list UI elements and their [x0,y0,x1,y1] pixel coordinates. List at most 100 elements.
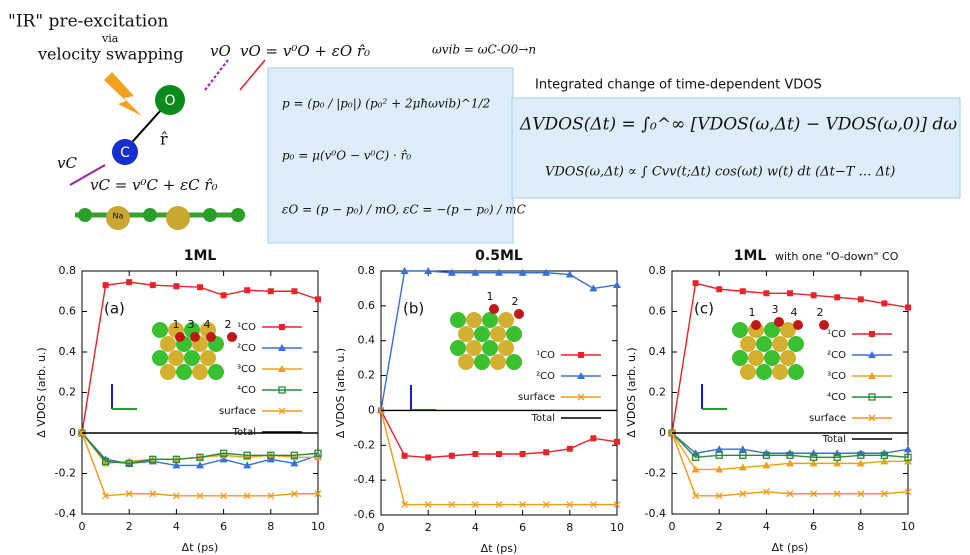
omega-equation: ωvib = ωC-O0→n [432,43,536,57]
x-tick-label: 4 [173,520,180,533]
marker [578,352,584,358]
marker [543,449,549,455]
y-tick-label: -0.2 [354,438,375,451]
inset-label: 2 [817,306,824,319]
legend-label: ²CO [827,350,846,361]
x-tick-label: 6 [220,520,227,533]
x-axis-label: Δt (ps) [772,541,809,554]
inset-atom [482,312,498,328]
vo-equation: vO = v⁰O + εO r̂₀ [240,42,370,60]
marker [173,283,179,289]
inset-atom [200,350,216,366]
vdos-equation: VDOS(ω,Δt) ∝ ∫ Cvv(t;Δt) cos(ωt) w(t) dt… [545,165,895,180]
marker [150,282,156,288]
inset-co [774,317,784,327]
panel-label: (b) [403,300,424,318]
equation: εO = (p − p₀) / mO, εC = −(p − p₀) / mC [282,203,526,217]
inset-label: 1 [173,318,180,331]
inset-atom [490,326,506,342]
o-label: O [164,93,175,109]
y-tick-label: 0 [69,426,76,439]
inset-atom [756,336,772,352]
marker [787,290,793,296]
legend-label: surface [219,406,256,417]
inset-atom [490,354,506,370]
x-tick-label: 6 [519,521,526,534]
lightning [104,72,142,116]
marker [126,279,132,285]
surface-atoms [75,206,245,230]
marker [811,292,817,298]
vo-arrow-2 [240,60,265,90]
legend-label: ³CO [827,371,846,382]
legend-label: surface [518,392,555,403]
vo-label: vO [210,42,231,60]
chart-title: 1ML [184,248,217,264]
x-tick-label: 4 [472,521,479,534]
marker [869,331,875,337]
x-tick-label: 2 [716,520,723,533]
inset-atom [458,326,474,342]
inset-atom [732,322,748,338]
inset-label: 1 [749,306,756,319]
inset-atom [756,364,772,380]
y-tick-label: 0.2 [358,369,376,382]
c-label: C [120,145,130,161]
inset-co [793,320,803,330]
inset-atom [458,354,474,370]
inset-co [227,332,237,342]
marker [614,439,620,445]
chart-title: 1ML [734,248,767,264]
marker [763,290,769,296]
equation: p = (p₀ / |p₀|) (p₀² + 2μħωvib)^1/2 [282,97,490,111]
marker [221,292,227,298]
inset-label: 3 [188,318,195,331]
inset-label: 4 [791,306,798,319]
legend-label: ³CO [237,364,256,375]
inset-atom [184,350,200,366]
y-tick-label: 0 [659,426,666,439]
legend-label: ¹CO [237,322,256,333]
y-axis-label: Δ VDOS (arb. u.) [625,347,638,437]
inset-atom [482,340,498,356]
y-tick-label: 0.8 [358,264,376,277]
marker [904,445,912,452]
inset-atom [748,350,764,366]
inset-co [489,304,499,314]
inset-atom [152,322,168,338]
inset-atom [740,364,756,380]
inset-atom [160,336,176,352]
marker [315,296,321,302]
inset-atom [160,364,176,380]
legend-label: surface [809,413,846,424]
y-axis-label: Δ VDOS (arb. u.) [334,348,347,438]
inset-atom [788,364,804,380]
y-tick-label: 0.6 [358,299,376,312]
marker [244,287,250,293]
inset-atom [466,340,482,356]
r-label: r̂ [160,130,168,149]
x-tick-label: 8 [267,520,274,533]
inset-atom [192,364,208,380]
marker [740,288,746,294]
legend-label: ¹CO [827,329,846,340]
marker [291,288,297,294]
marker [716,286,722,292]
marker [279,324,285,330]
legend-label: Total [232,427,256,438]
marker [103,282,109,288]
inset-atom [474,326,490,342]
inset-atom [498,340,514,356]
marker [520,451,526,457]
series-line [381,410,617,504]
marker [449,453,455,459]
x-tick-label: 8 [566,521,573,534]
marker [613,281,621,288]
inset-co [175,332,185,342]
legend-label: ⁴CO [237,385,256,396]
via: via [101,32,119,45]
vdos-equation: ΔVDOS(Δt) = ∫₀^∞ [VDOS(ω,Δt) − VDOS(ω,0)… [519,115,957,135]
y-tick-label: -0.2 [645,467,666,480]
y-tick-label: 0.6 [649,305,667,318]
inset-label: 4 [204,318,211,331]
